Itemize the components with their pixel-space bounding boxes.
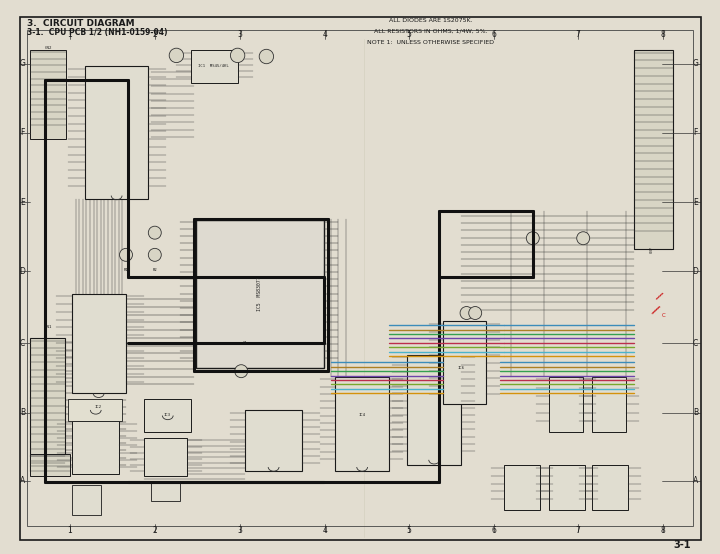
Circle shape: [148, 226, 161, 239]
Bar: [144, 399, 191, 432]
Text: 3: 3: [238, 30, 242, 39]
Text: 4: 4: [323, 30, 328, 39]
Bar: [85, 66, 148, 199]
Text: CN?: CN?: [649, 246, 654, 253]
Bar: [27, 30, 693, 526]
Circle shape: [235, 365, 248, 378]
Bar: [549, 465, 585, 510]
Bar: [245, 410, 302, 471]
Bar: [443, 321, 486, 404]
Bar: [72, 294, 126, 393]
Bar: [30, 338, 65, 471]
Text: CN2: CN2: [45, 46, 52, 50]
Bar: [196, 220, 324, 368]
Text: IC1  MS45/4KL: IC1 MS45/4KL: [199, 64, 229, 69]
Circle shape: [460, 306, 473, 320]
Bar: [30, 50, 66, 138]
Text: CN1: CN1: [45, 325, 52, 329]
Bar: [549, 377, 583, 432]
Text: /: /: [650, 304, 660, 317]
Text: 1: 1: [68, 526, 72, 535]
Bar: [335, 377, 389, 471]
Bar: [151, 482, 180, 501]
Text: /: /: [654, 291, 663, 302]
Text: B: B: [693, 408, 698, 417]
Text: C: C: [662, 313, 666, 319]
Text: 2: 2: [153, 30, 157, 39]
Text: G: G: [693, 59, 698, 68]
Bar: [30, 454, 70, 476]
Text: C1: C1: [243, 341, 247, 346]
Text: IC5  MS8307?: IC5 MS8307?: [258, 276, 262, 311]
Circle shape: [148, 248, 161, 261]
Circle shape: [526, 232, 539, 245]
Text: IC6: IC6: [457, 366, 464, 371]
Text: IC4: IC4: [359, 413, 366, 418]
Bar: [634, 50, 673, 249]
Circle shape: [169, 48, 184, 63]
Text: A: A: [693, 476, 698, 485]
Text: 5: 5: [407, 526, 411, 535]
Text: E: E: [20, 198, 24, 207]
Text: NOTE 1:  UNLESS OTHERWISE SPECIFIED: NOTE 1: UNLESS OTHERWISE SPECIFIED: [367, 40, 494, 45]
Text: 4: 4: [323, 526, 328, 535]
Bar: [592, 377, 626, 432]
Text: 3-1: 3-1: [674, 540, 691, 550]
Bar: [407, 355, 461, 465]
Text: 5: 5: [407, 30, 411, 39]
Text: G: G: [19, 59, 25, 68]
Circle shape: [469, 306, 482, 320]
Text: 8: 8: [661, 30, 665, 39]
Text: 7: 7: [576, 30, 580, 39]
Text: R2: R2: [153, 268, 157, 273]
Text: F: F: [20, 129, 24, 137]
Text: 7: 7: [576, 526, 580, 535]
Text: ALL RESISTORS IN OHMS, 1/4W, 5%.: ALL RESISTORS IN OHMS, 1/4W, 5%.: [374, 29, 487, 34]
Circle shape: [120, 248, 132, 261]
Text: D: D: [19, 267, 25, 276]
Bar: [191, 50, 238, 83]
Text: 3.  CIRCUIT DIAGRAM: 3. CIRCUIT DIAGRAM: [27, 19, 135, 28]
Text: IC2: IC2: [95, 405, 102, 409]
Text: 6: 6: [492, 526, 496, 535]
Circle shape: [577, 232, 590, 245]
Text: 2: 2: [153, 526, 157, 535]
Text: B: B: [19, 408, 25, 417]
Text: R1: R1: [124, 268, 128, 273]
Circle shape: [230, 48, 245, 63]
Bar: [144, 438, 187, 476]
Text: 6: 6: [492, 30, 496, 39]
Text: C: C: [693, 339, 698, 348]
Text: F: F: [693, 129, 698, 137]
Bar: [592, 465, 628, 510]
Text: 1: 1: [68, 30, 72, 39]
Text: E: E: [693, 198, 698, 207]
Bar: [72, 485, 101, 515]
Text: 3-1.  CPU PCB 1/2 (NH1-0159-04): 3-1. CPU PCB 1/2 (NH1-0159-04): [27, 28, 168, 37]
Bar: [504, 465, 540, 510]
Text: IC3: IC3: [163, 413, 171, 418]
Text: C: C: [19, 339, 25, 348]
Text: D: D: [693, 267, 698, 276]
Text: 8: 8: [661, 526, 665, 535]
Text: A: A: [19, 476, 25, 485]
Text: ALL DIODES ARE 1S2075K.: ALL DIODES ARE 1S2075K.: [389, 18, 472, 23]
Bar: [72, 421, 119, 474]
Circle shape: [259, 49, 274, 64]
Bar: [68, 399, 122, 421]
Text: 3: 3: [238, 526, 242, 535]
